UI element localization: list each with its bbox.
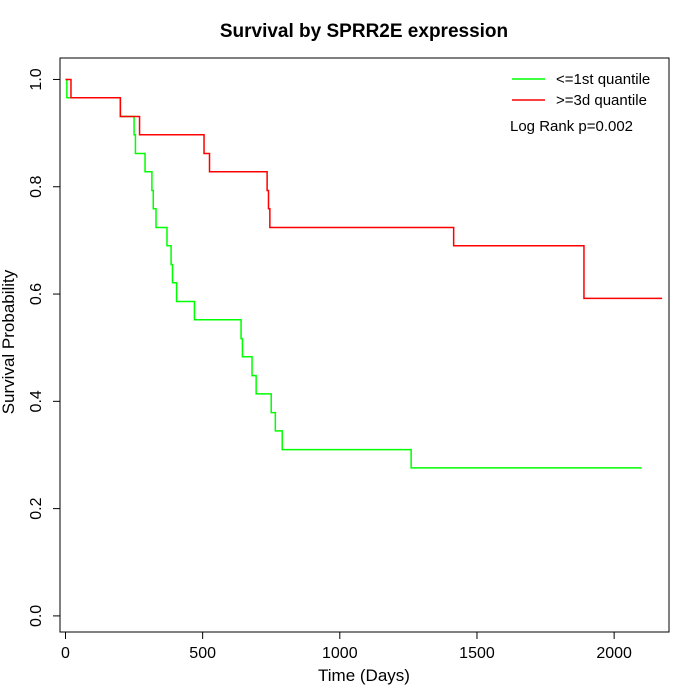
- legend: <=1st quantile >=3d quantile: [512, 71, 650, 109]
- x-tick-label: 500: [189, 645, 216, 662]
- chart-title: Survival by SPRR2E expression: [220, 21, 508, 42]
- series-layer: [65, 78, 663, 469]
- y-axis-label: Survival Probability: [0, 269, 18, 414]
- y-axis: 0.0 0.2 0.4 0.6 0.8 1.0: [28, 68, 61, 627]
- plot-frame: [59, 57, 670, 633]
- log-rank-annotation: Log Rank p=0.002: [510, 118, 633, 135]
- series-low-quantile-line: [65, 78, 642, 469]
- x-tick-label: 2000: [596, 645, 632, 662]
- y-tick-label: 0.8: [28, 176, 45, 198]
- y-tick-label: 0.6: [28, 283, 45, 305]
- x-tick-label: 1000: [322, 645, 358, 662]
- x-tick-label: 0: [61, 645, 70, 662]
- legend-label-high: >=3d quantile: [556, 92, 647, 109]
- y-tick-label: 0.4: [28, 390, 45, 412]
- x-axis: 0 500 1000 1500 2000: [61, 631, 632, 662]
- y-tick-label: 0.0: [28, 605, 45, 627]
- x-tick-label: 1500: [459, 645, 495, 662]
- y-tick-label: 0.2: [28, 497, 45, 519]
- series-high-quantile-line: [65, 78, 663, 300]
- x-axis-label: Time (Days): [318, 666, 410, 685]
- legend-label-low: <=1st quantile: [556, 71, 650, 88]
- y-tick-label: 1.0: [28, 68, 45, 90]
